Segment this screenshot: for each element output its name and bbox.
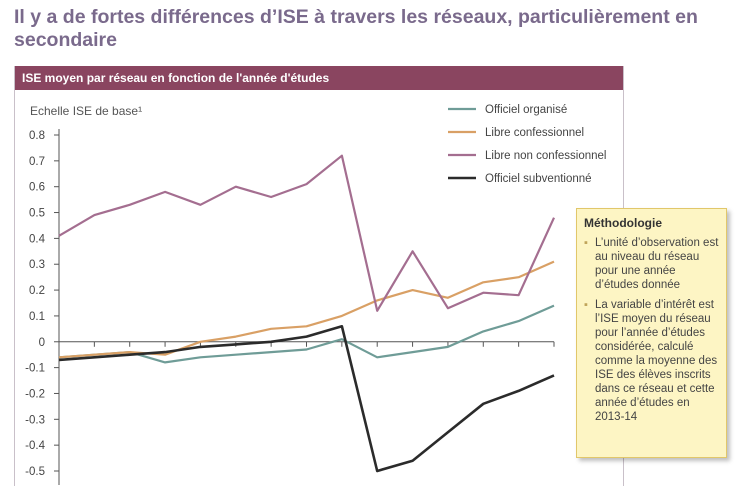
y-tick-label: 0.3 <box>29 259 45 271</box>
y-tick-label: -0.2 <box>25 388 45 400</box>
line-chart: Echelle ISE de base¹ -0.5 -0.4 -0.3 -0.2 -0.1… <box>25 104 606 485</box>
y-tick-label: -0.3 <box>25 414 45 426</box>
y-tick-label: 0.8 <box>29 130 45 142</box>
page-title: Il y a de fortes différences d’ISE à tra… <box>14 6 698 51</box>
y-tick-label: 0.1 <box>29 311 45 323</box>
y-tick-label: -0.5 <box>25 466 45 478</box>
y-tick-label: 0.2 <box>29 285 45 297</box>
chart-panel-title: ISE moyen par réseau en fonction de l'an… <box>15 66 623 90</box>
y-tick-label: 0.4 <box>29 233 46 245</box>
methodology-bullet: L’unité d’observation est au niveau du r… <box>584 236 719 292</box>
series-line-1 <box>58 304 555 364</box>
methodology-list: L’unité d’observation est au niveau du r… <box>584 236 719 424</box>
legend-label: Officiel organisé <box>485 104 567 116</box>
series-line-3 <box>58 154 556 312</box>
chart-panel: ISE moyen par réseau en fonction de l'an… <box>14 66 624 486</box>
legend-label: Officiel subventionné <box>485 173 592 185</box>
methodology-title: Méthodologie <box>584 216 662 230</box>
legend-label: Libre non confessionnel <box>485 150 606 162</box>
methodology-note: Méthodologie L’unité d’observation est a… <box>576 208 727 458</box>
legend-label: Libre confessionnel <box>485 127 584 139</box>
y-tick-label: -0.4 <box>25 440 45 452</box>
y-tick-label: 0.7 <box>29 156 45 168</box>
methodology-bullet: La variable d’intérêt est l’ISE moyen du… <box>584 298 719 424</box>
y-tick-label: 0.6 <box>29 182 45 194</box>
y-tick-label: 0.5 <box>29 208 45 220</box>
y-axis-label: Echelle ISE de base¹ <box>30 104 142 118</box>
y-tick-label: 0 <box>39 337 45 349</box>
y-tick-label: -0.1 <box>25 363 45 375</box>
series-line-4 <box>58 324 555 473</box>
